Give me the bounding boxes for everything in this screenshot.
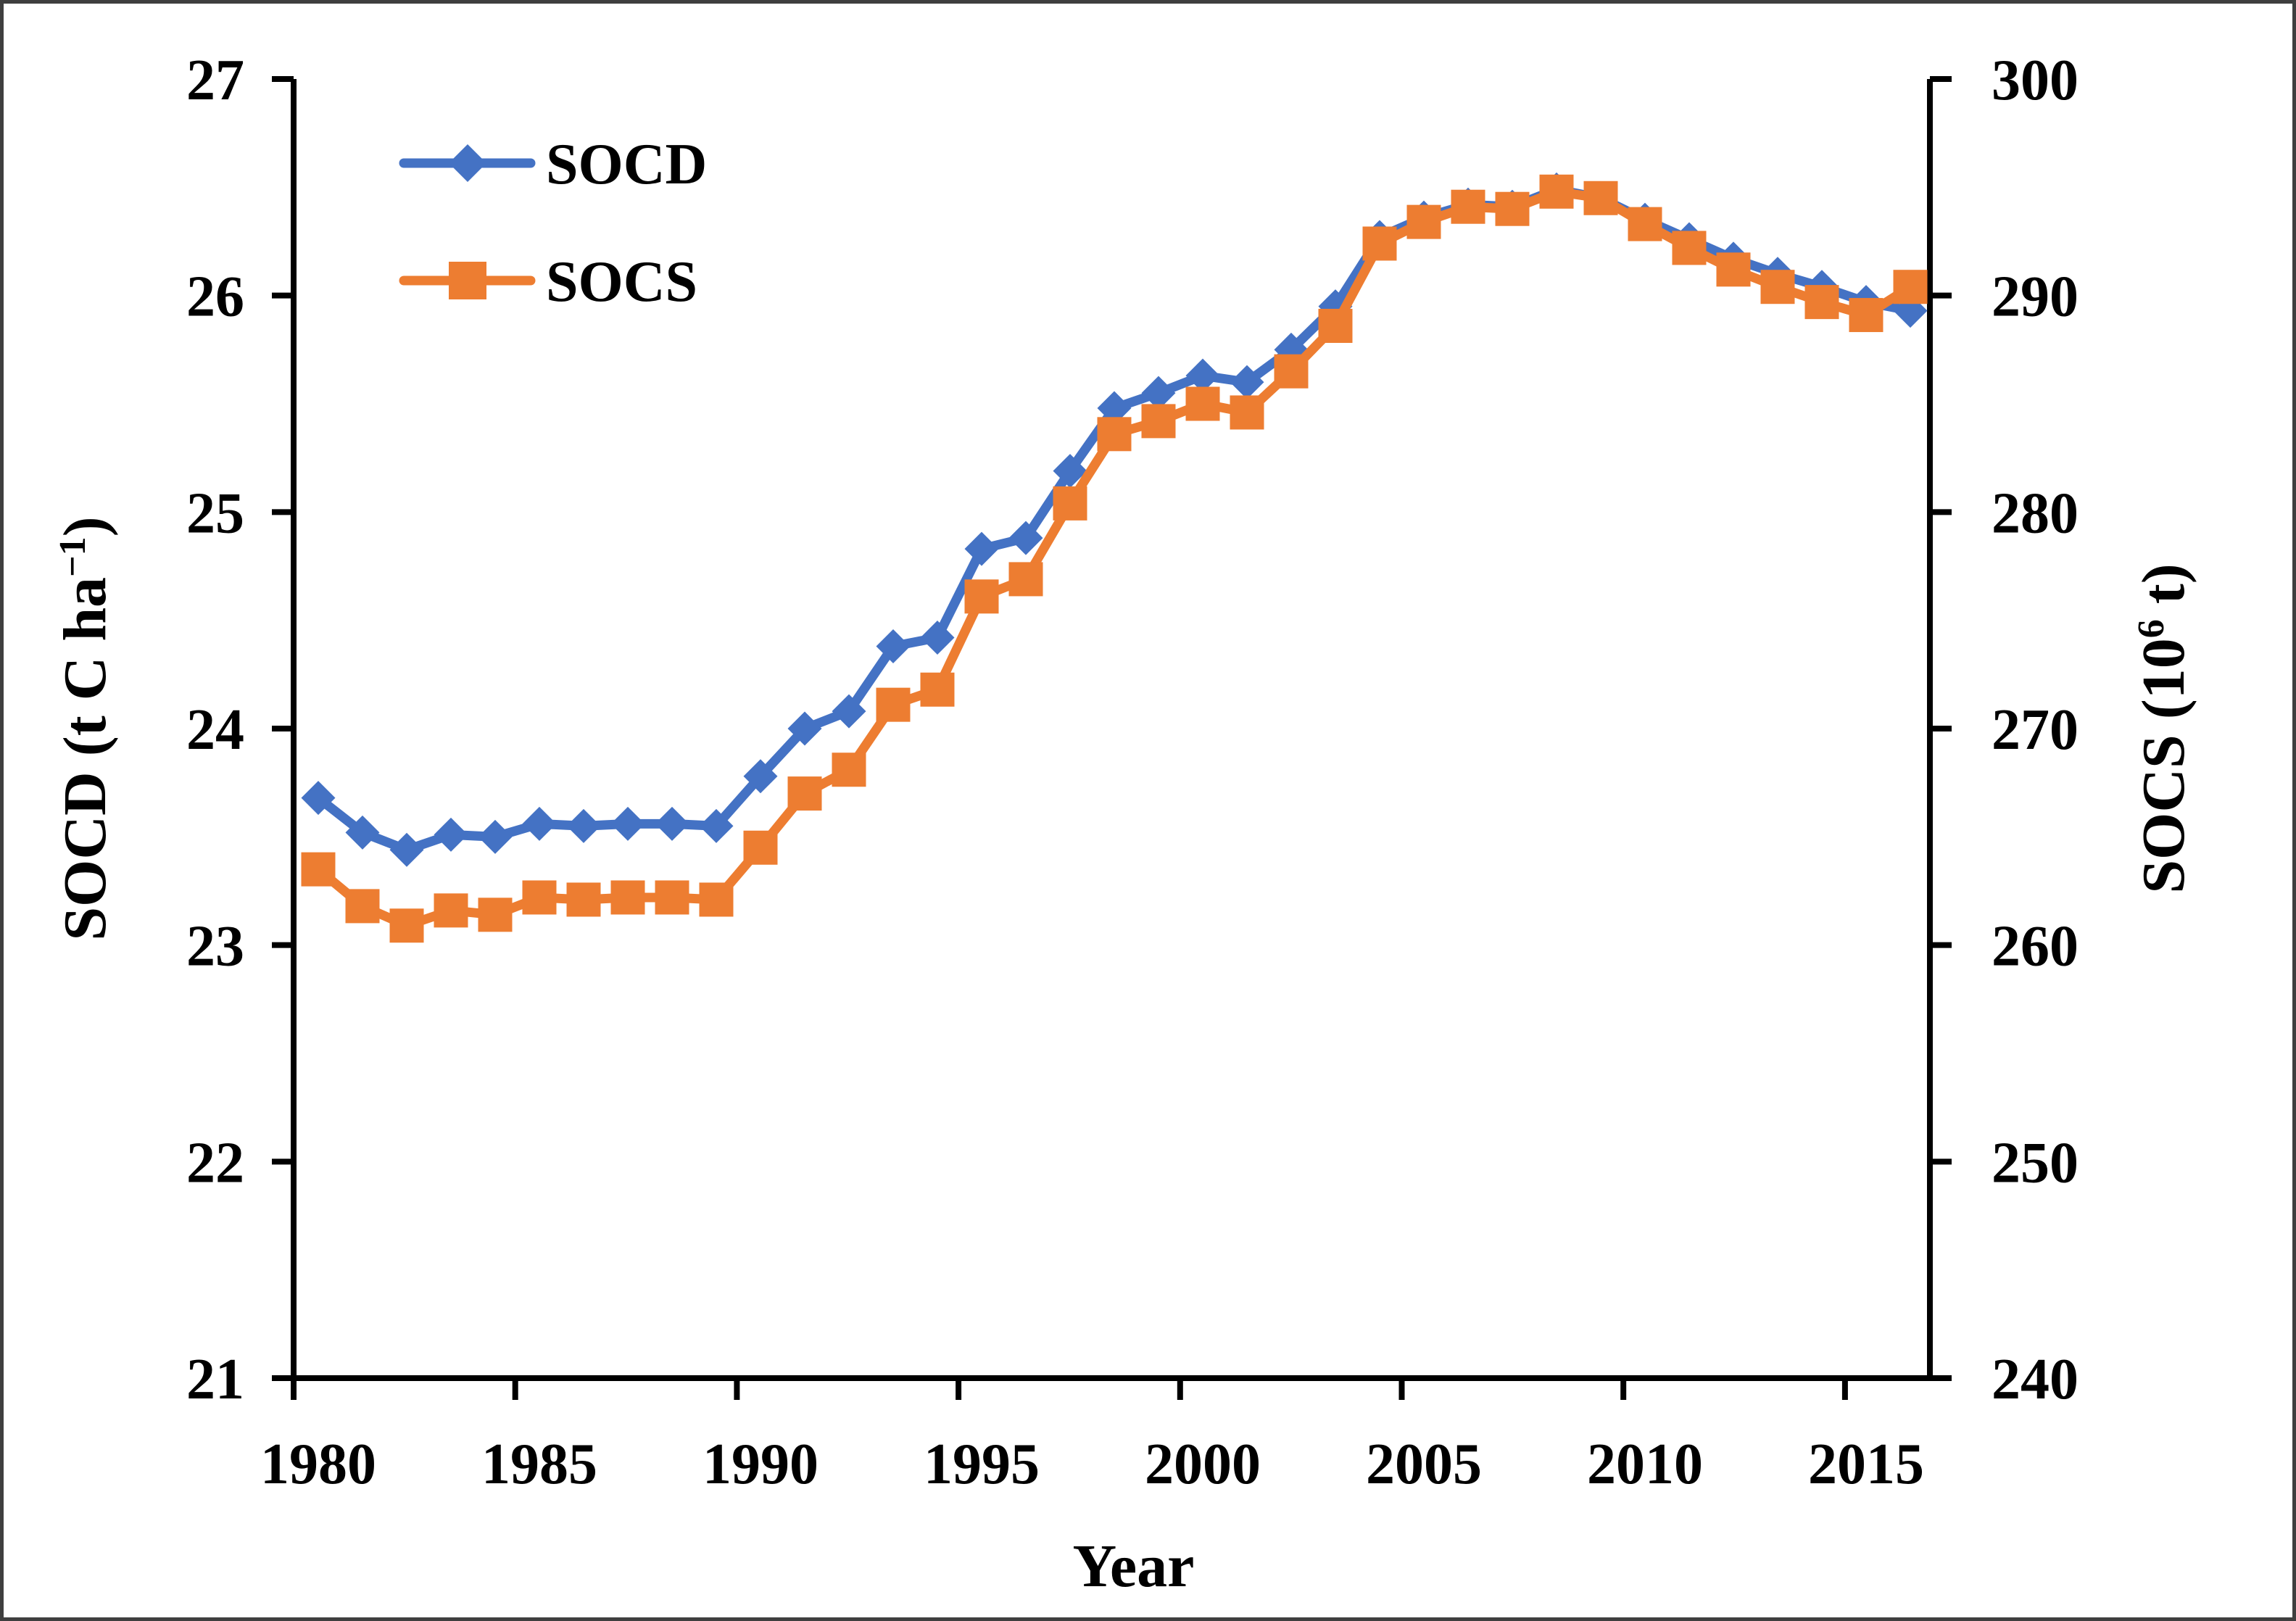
marker-square (434, 893, 468, 928)
marker-square (1804, 285, 1839, 320)
axis-titles: SOCD (t C ha−1) SOCS (106 t) Year (51, 516, 2197, 1600)
marker-square (1274, 354, 1309, 389)
marker-square (1141, 404, 1176, 439)
x-tick-label: 1985 (481, 1433, 597, 1496)
legend-square-icon (449, 262, 486, 299)
marker-square (301, 852, 336, 887)
marker-square (1628, 207, 1662, 241)
marker-diamond (301, 781, 336, 816)
marker-square (1583, 181, 1618, 215)
marker-square (1849, 298, 1883, 333)
marker-square (1760, 270, 1795, 304)
y-left-tick-label: 22 (186, 1131, 244, 1195)
marker-square (1097, 417, 1132, 452)
marker-diamond (964, 531, 999, 566)
y-right-tick-label: 280 (1992, 481, 2079, 545)
marker-square (522, 880, 557, 915)
marker-diamond (787, 711, 822, 746)
marker-square (1495, 191, 1530, 226)
marker-square (964, 579, 999, 614)
marker-diamond (743, 759, 778, 794)
y-right-tick-label: 300 (1992, 49, 2079, 112)
x-tick-label: 2000 (1145, 1433, 1261, 1496)
marker-square (1716, 252, 1751, 287)
x-tick-label: 2010 (1587, 1433, 1703, 1496)
marker-diamond (610, 806, 645, 841)
y-left-tick-label: 24 (186, 698, 244, 762)
marker-diamond (920, 621, 955, 655)
marker-diamond (832, 694, 866, 729)
x-axis-title: Year (1073, 1533, 1195, 1600)
marker-square (1053, 486, 1087, 521)
marker-square (1008, 562, 1043, 597)
marker-diamond (434, 817, 468, 852)
marker-diamond (1185, 358, 1220, 393)
line-chart: 27 26 25 24 23 22 21 300 290 280 270 260 250 240 1980 1… (51, 49, 2197, 1600)
y-left-tick-label: 25 (186, 481, 244, 545)
marker-square (1539, 174, 1574, 209)
y-left-tick-label: 23 (186, 915, 244, 979)
x-tick-label: 1980 (260, 1433, 376, 1496)
y-left-tick-label: 27 (186, 49, 244, 112)
marker-square (389, 908, 424, 943)
marker-diamond (345, 815, 380, 850)
x-tick-label: 1990 (703, 1433, 818, 1496)
marker-diamond (389, 832, 424, 867)
marker-diamond (1141, 376, 1176, 410)
marker-diamond (1230, 365, 1264, 399)
marker-square (1672, 231, 1707, 265)
marker-square (566, 882, 601, 917)
marker-square (1185, 386, 1220, 421)
marker-square (1451, 189, 1485, 224)
marker-diamond (478, 819, 513, 854)
marker-square (832, 753, 866, 787)
marker-diamond (522, 806, 557, 841)
marker-diamond (1053, 454, 1087, 489)
legend-label-socd: SOCD (546, 133, 707, 196)
series-lines (301, 172, 1928, 943)
marker-square (1362, 226, 1397, 261)
y-right-tick-label: 260 (1992, 915, 2079, 979)
y-right-tick-label: 290 (1992, 265, 2079, 329)
x-tick-label: 2005 (1366, 1433, 1482, 1496)
marker-square (787, 776, 822, 811)
legend: SOCD SOCS (399, 133, 707, 314)
marker-square (655, 880, 689, 915)
legend-diamond-icon (449, 144, 486, 182)
y-left-axis-title: SOCD (t C ha−1) (51, 516, 119, 940)
y-right-tick-label: 240 (1992, 1348, 2079, 1411)
y-right-axis-title: SOCS (106 t) (2130, 563, 2197, 893)
marker-diamond (1097, 391, 1132, 426)
marker-square (920, 672, 955, 707)
x-tick-label: 1995 (924, 1433, 1040, 1496)
marker-square (1230, 395, 1264, 430)
marker-diamond (566, 808, 601, 843)
y-right-tick-label: 250 (1992, 1131, 2079, 1195)
marker-square (1893, 270, 1928, 304)
marker-square (478, 897, 513, 932)
marker-square (1406, 204, 1441, 239)
marker-square (876, 687, 911, 722)
marker-square (1318, 308, 1353, 343)
y-right-tick-label: 270 (1992, 698, 2079, 762)
marker-square (345, 889, 380, 924)
marker-diamond (655, 806, 689, 841)
marker-square (699, 882, 734, 917)
marker-diamond (699, 808, 734, 843)
marker-diamond (876, 629, 911, 664)
y-left-tick-label: 26 (186, 265, 244, 329)
marker-square (743, 830, 778, 865)
marker-square (610, 880, 645, 915)
legend-label-socs: SOCS (546, 250, 697, 314)
axes: 27 26 25 24 23 22 21 300 290 280 270 260 250 240 1980 1… (186, 49, 2079, 1496)
x-tick-label: 2015 (1808, 1433, 1924, 1496)
y-left-tick-label: 21 (186, 1348, 244, 1411)
marker-diamond (1008, 521, 1043, 555)
